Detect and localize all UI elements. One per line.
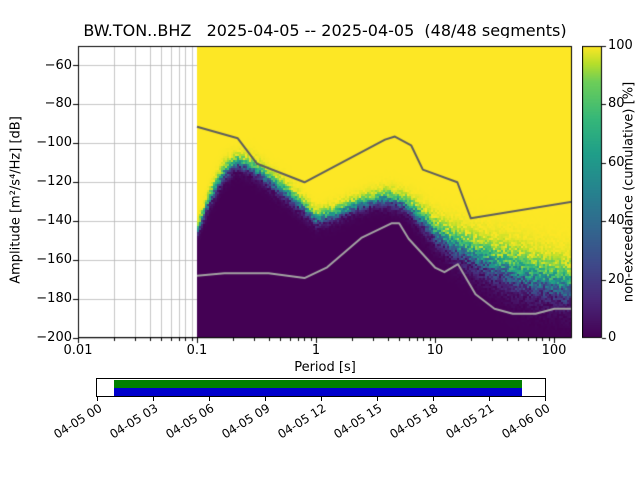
timeline-date-label: 04-05 12 — [275, 401, 329, 442]
timeline-coverage-blue — [114, 388, 522, 396]
y-tick-label: −140 — [36, 213, 72, 228]
timeline-tick — [153, 397, 154, 401]
ppsd-heatmap-canvas — [70, 38, 580, 346]
colorbar-gradient — [582, 38, 608, 346]
colorbar-label: non-exceedance (cumulative) [%] — [621, 81, 637, 303]
x-axis-label: Period [s] — [294, 360, 356, 375]
timeline-date-label: 04-05 18 — [387, 401, 441, 442]
y-tick-label: −100 — [36, 135, 72, 150]
timeline-date-label: 04-05 03 — [107, 401, 161, 442]
x-tick-label: 0.1 — [186, 343, 208, 358]
y-tick-label: −200 — [36, 330, 72, 345]
colorbar-tick-label: 80 — [608, 96, 625, 111]
x-tick-label: 100 — [541, 343, 567, 358]
timeline-tick — [97, 397, 98, 401]
timeline-date-label: 04-05 09 — [219, 401, 273, 442]
timeline-tick — [545, 397, 546, 401]
colorbar-tick-label: 60 — [608, 155, 625, 170]
y-tick-label: −60 — [44, 58, 72, 73]
timeline-tick — [209, 397, 210, 401]
colorbar-tick-label: 40 — [608, 213, 625, 228]
timeline-tick — [321, 397, 322, 401]
timeline-tick — [377, 397, 378, 401]
timeline-tick — [433, 397, 434, 401]
colorbar-tick-label: 100 — [608, 38, 633, 53]
y-tick-label: −80 — [44, 96, 72, 111]
x-tick-label: 1 — [311, 343, 321, 358]
timeline-date-label: 04-06 00 — [499, 401, 553, 442]
timeline-tick — [265, 397, 266, 401]
timeline-date-label: 04-05 15 — [331, 401, 385, 442]
y-tick-label: −160 — [36, 252, 72, 267]
colorbar-tick-label: 0 — [608, 330, 617, 345]
chart-title: BW.TON..BHZ 2025-04-05 -- 2025-04-05 (48… — [83, 21, 567, 40]
timeline-date-label: 04-05 21 — [443, 401, 497, 442]
timeline-tick — [489, 397, 490, 401]
x-tick-label: 0.01 — [63, 343, 93, 358]
y-axis-label: Amplitude [m²/s⁴/Hz] [dB] — [8, 116, 24, 284]
x-tick-label: 10 — [426, 343, 444, 358]
timeline-coverage-green — [114, 380, 522, 388]
y-tick-label: −180 — [36, 291, 72, 306]
y-tick-label: −120 — [36, 174, 72, 189]
colorbar-tick-label: 20 — [608, 272, 625, 287]
timeline-date-label: 04-05 06 — [163, 401, 217, 442]
